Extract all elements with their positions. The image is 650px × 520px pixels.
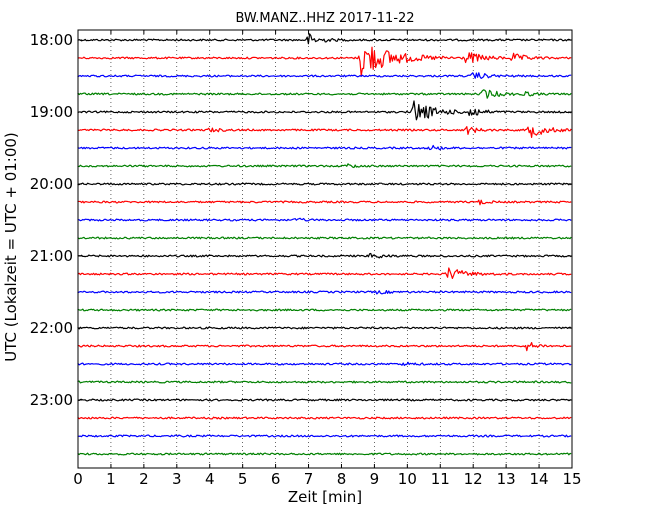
- trace-2315: [77, 416, 572, 420]
- trace-2030: [77, 217, 572, 222]
- x-tick-label: 8: [337, 470, 347, 488]
- x-tick-label: 6: [271, 470, 281, 488]
- x-tick-label: 0: [73, 470, 83, 488]
- trace-1800: [77, 33, 572, 45]
- y-tick-label: 23:00: [30, 391, 73, 409]
- chart-title: BW.MANZ..HHZ 2017-11-22: [235, 11, 415, 26]
- trace-2130: [77, 289, 572, 295]
- trace-1930: [77, 144, 572, 151]
- x-tick-label: 5: [238, 470, 248, 488]
- axis-ticks: [77, 30, 573, 468]
- x-tick-label: 13: [497, 470, 516, 488]
- trace-2000: [77, 182, 572, 186]
- y-tick-label: 20:00: [30, 175, 73, 193]
- trace-2300: [77, 398, 572, 402]
- trace-2045: [77, 236, 572, 240]
- y-axis-label: UTC (Lokalzeit = UTC + 01:00): [2, 132, 20, 362]
- trace-2345: [77, 452, 572, 456]
- trace-1815: [77, 46, 572, 77]
- trace-2115: [77, 267, 572, 280]
- trace-1845: [77, 89, 572, 99]
- y-tick-label: 18:00: [30, 31, 73, 49]
- x-tick-label: 12: [464, 470, 483, 488]
- trace-2215: [77, 341, 572, 352]
- trace-2245: [77, 380, 572, 384]
- x-tick-label: 9: [370, 470, 380, 488]
- trace-group: [77, 33, 572, 456]
- trace-2230: [77, 361, 572, 367]
- x-tick-label: 7: [304, 470, 314, 488]
- trace-2015: [77, 199, 572, 206]
- x-tick-label: 3: [172, 470, 182, 488]
- x-axis-label: Zeit [min]: [287, 488, 363, 506]
- tick-labels: 0 1 2 3 4 5 6 7 8 9 10 11 12 13 14 1518:0019:0020:0021:…: [30, 31, 582, 488]
- trace-2200: [77, 326, 572, 330]
- trace-2100: [77, 252, 572, 259]
- x-tick-label: 4: [205, 470, 215, 488]
- trace-2330: [77, 434, 572, 438]
- trace-1900: [77, 100, 572, 121]
- x-tick-label: 11: [431, 470, 450, 488]
- trace-1830: [77, 72, 572, 80]
- x-tick-label: 15: [562, 470, 581, 488]
- x-tick-label: 2: [139, 470, 149, 488]
- y-tick-label: 22:00: [30, 319, 73, 337]
- trace-1945: [77, 163, 572, 169]
- y-tick-label: 19:00: [30, 103, 73, 121]
- x-tick-label: 10: [398, 470, 417, 488]
- trace-2145: [77, 308, 572, 312]
- grid-lines: [110, 30, 540, 468]
- trace-1915: [77, 126, 572, 138]
- x-tick-label: 14: [530, 470, 549, 488]
- y-tick-label: 21:00: [30, 247, 73, 265]
- plot-frame: [77, 29, 573, 469]
- x-tick-label: 1: [106, 470, 116, 488]
